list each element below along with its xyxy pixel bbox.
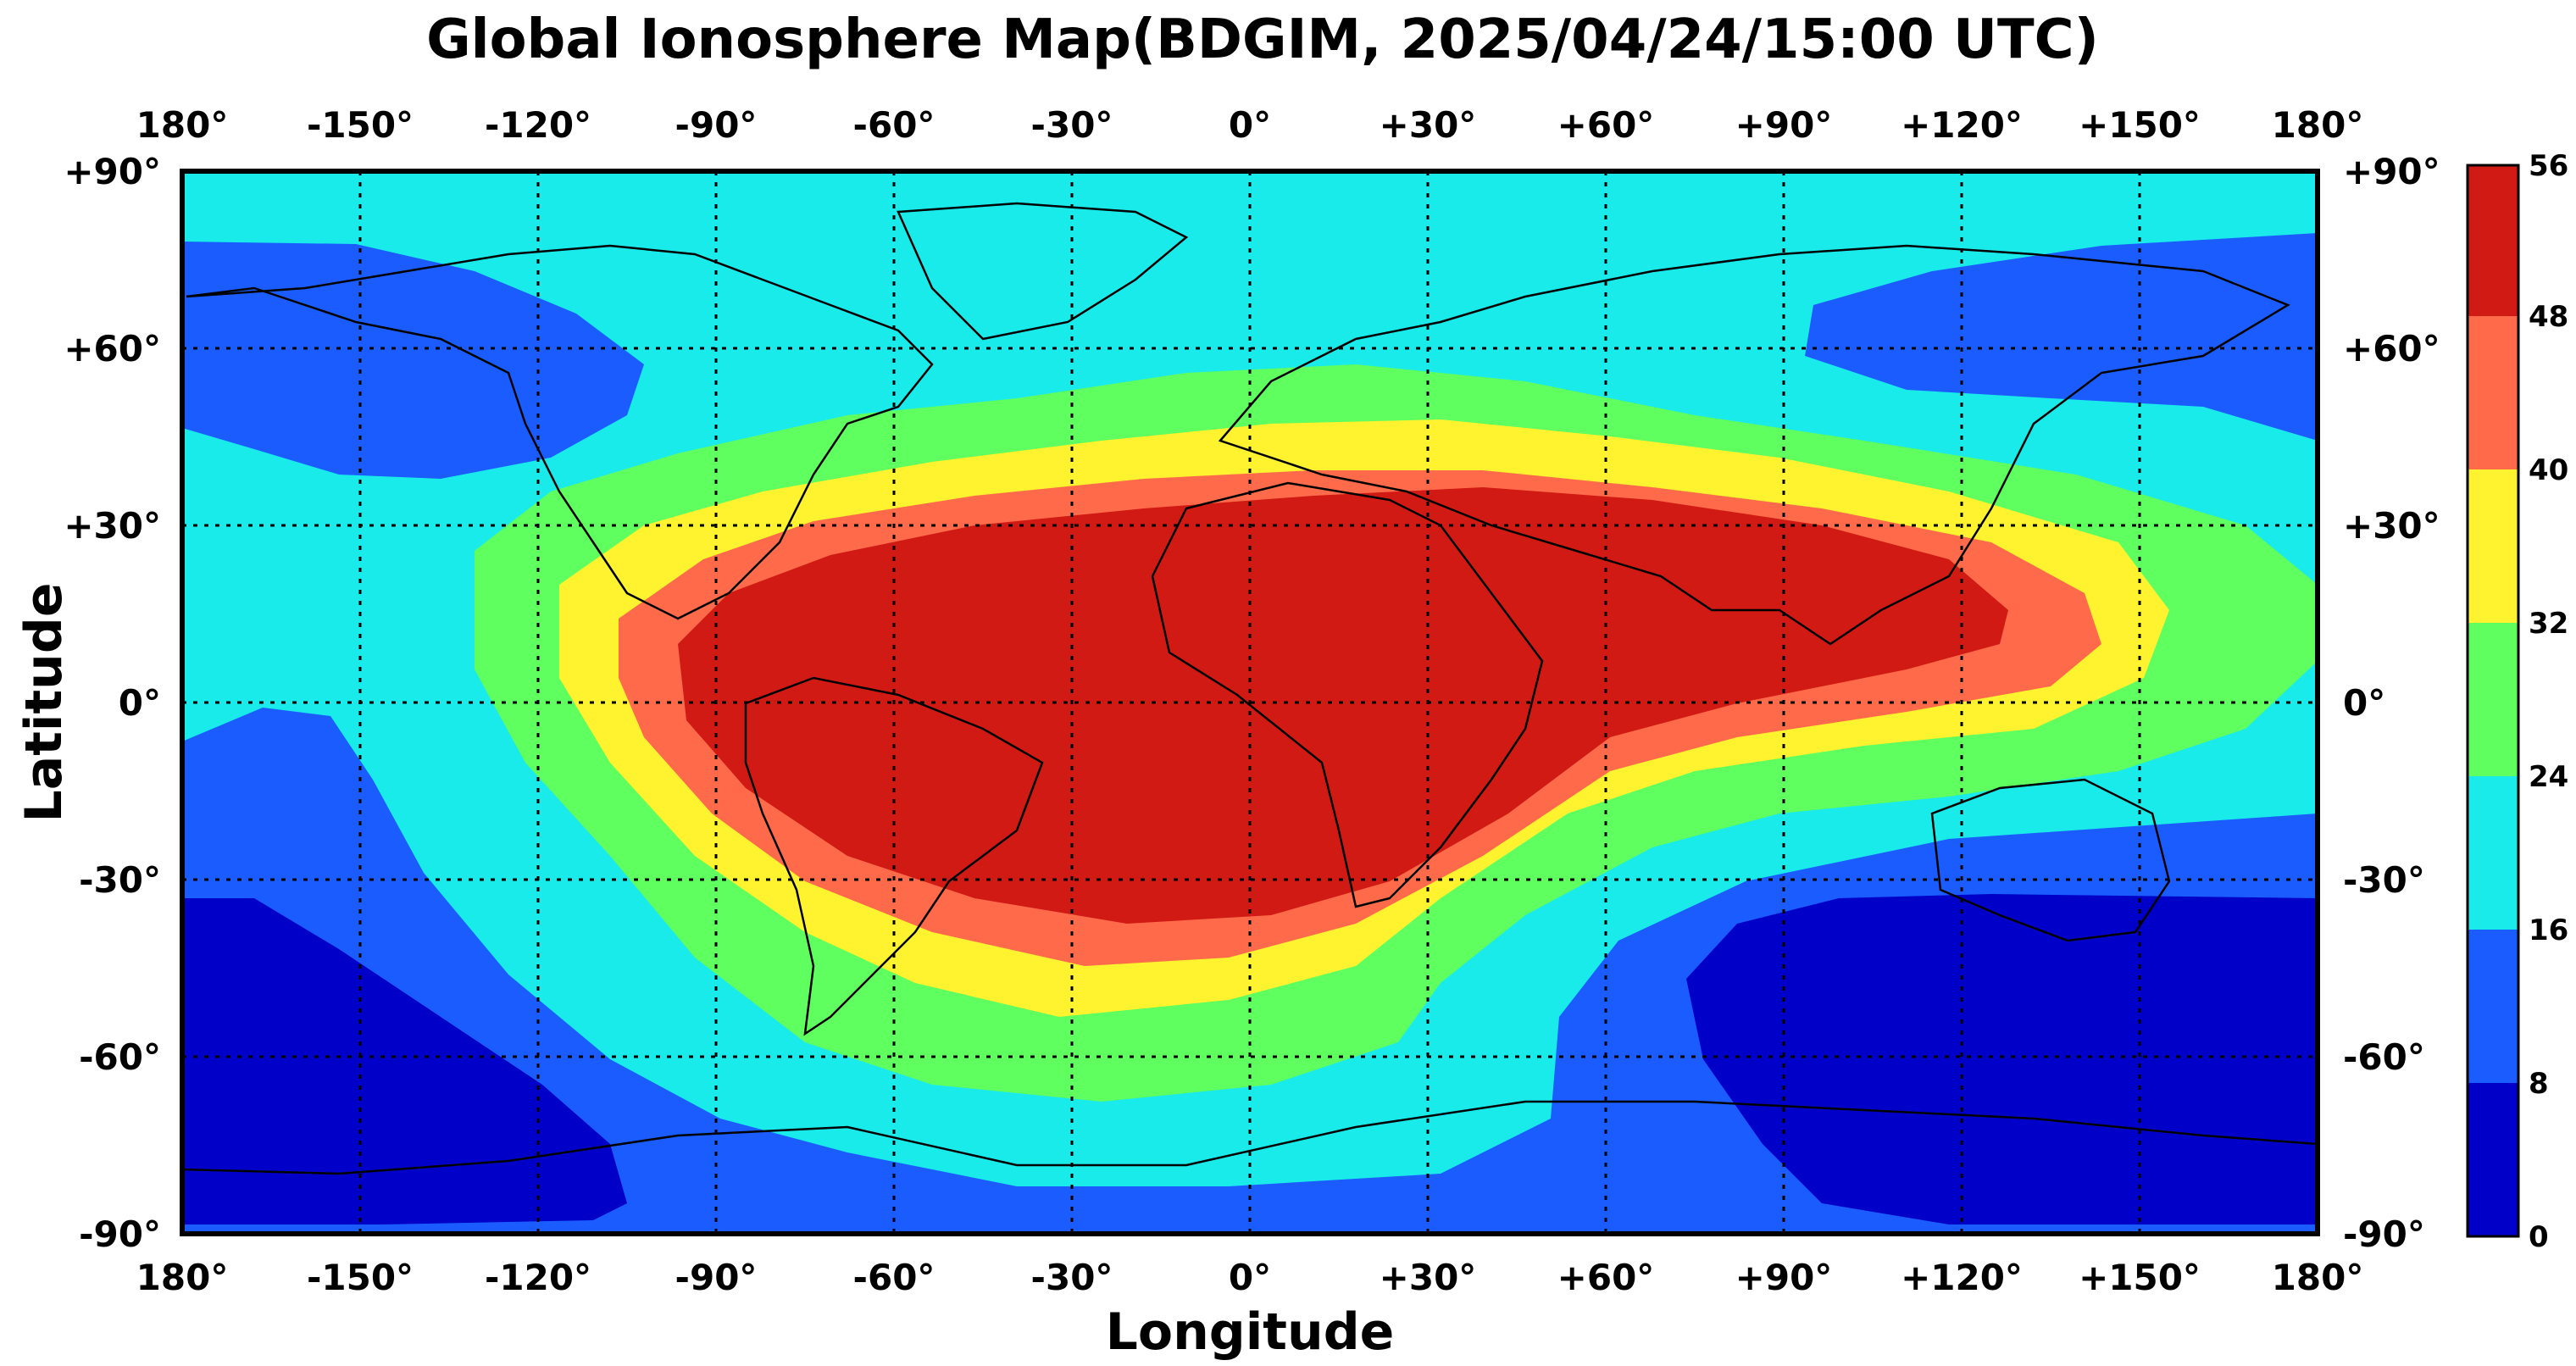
level-8-region-northeast <box>1805 233 2318 441</box>
y-axis-label: Latitude <box>14 582 74 822</box>
x-axis-label: Longitude <box>1106 1302 1395 1362</box>
lon-tick-label: -150° <box>307 1257 414 1298</box>
coastline-greenland <box>897 202 1189 341</box>
lat-tick-label: -90° <box>2343 1213 2425 1255</box>
lon-tick-label: +120° <box>1901 104 2023 146</box>
lon-tick-label: +90° <box>1735 1257 1833 1298</box>
colorbar-segment <box>2468 930 2518 1083</box>
colorbar-segment <box>2468 316 2518 469</box>
coastline-australia <box>1930 778 2171 942</box>
lon-ticks-top: 180° -150° -120° -90° -60° -30° 0° +30° … <box>136 104 2364 146</box>
lon-tick-label: 180° <box>136 1257 229 1298</box>
colorbar-tick-label: 16 <box>2529 913 2568 947</box>
colorbar-frame <box>2466 164 2520 1238</box>
colorbar-tick-label: 40 <box>2529 453 2568 487</box>
lon-tick-label: +150° <box>2079 1257 2201 1298</box>
colorbar: 0 8 16 24 32 40 48 56 <box>2466 149 2568 1254</box>
coastline-south-america <box>744 676 1044 1036</box>
lon-tick-label: 180° <box>2272 104 2364 146</box>
lon-tick-label: +150° <box>2079 104 2201 146</box>
lon-tick-label: +30° <box>1380 1257 1477 1298</box>
lat-tick-label: +60° <box>64 328 161 369</box>
level-0-region-southeast <box>1686 894 2318 1224</box>
coastline-north-america <box>186 244 934 620</box>
colorbar-segment <box>2468 623 2518 776</box>
lat-ticks-right: +90° +60° +30° 0° -30° -60° -90° <box>2343 151 2440 1255</box>
graticule <box>182 171 2318 1234</box>
lat-tick-label: 0° <box>2343 682 2385 724</box>
colorbar-segment <box>2468 469 2518 623</box>
lon-tick-label: -90° <box>675 104 758 146</box>
lon-tick-label: 180° <box>2272 1257 2364 1298</box>
level-0-region-southwest <box>182 898 627 1224</box>
lon-tick-label: +60° <box>1557 104 1655 146</box>
colorbar-tick-label: 56 <box>2529 149 2568 183</box>
colorbar-segment <box>2468 165 2518 316</box>
lon-tick-label: 0° <box>1229 104 1271 146</box>
lat-tick-label: +30° <box>2343 505 2440 547</box>
colorbar-segment <box>2468 776 2518 930</box>
colorbar-tick-label: 32 <box>2529 607 2568 641</box>
lon-tick-label: +60° <box>1557 1257 1655 1298</box>
lat-ticks-left: +90° +60° +30° 0° -30° -60° -90° <box>64 151 161 1255</box>
lon-tick-label: 180° <box>136 104 229 146</box>
colorbar-tick-label: 24 <box>2529 760 2568 794</box>
lat-tick-label: +90° <box>64 151 161 192</box>
lon-tick-label: +30° <box>1380 104 1477 146</box>
lat-tick-label: +60° <box>2343 328 2440 369</box>
coastline-europe-asia <box>1218 244 2290 646</box>
lat-tick-label: -60° <box>2343 1036 2425 1078</box>
lon-tick-label: -120° <box>485 1257 591 1298</box>
lon-ticks-bottom: 180° -150° -120° -90° -60° -30° 0° +30° … <box>136 1257 2364 1298</box>
lon-tick-label: +90° <box>1735 104 1833 146</box>
colorbar-tick-label: 48 <box>2529 300 2568 334</box>
colorbar-segment <box>2468 1083 2518 1236</box>
lat-tick-label: +30° <box>64 505 161 547</box>
lon-tick-label: -60° <box>853 1257 935 1298</box>
lon-tick-label: -30° <box>1031 1257 1113 1298</box>
lat-tick-label: 0° <box>119 682 161 724</box>
lat-tick-label: -30° <box>79 859 161 901</box>
lat-tick-label: -60° <box>79 1036 161 1078</box>
lon-tick-label: +120° <box>1901 1257 2023 1298</box>
lon-tick-label: -30° <box>1031 104 1113 146</box>
level-8-region-northwest <box>182 242 644 479</box>
lon-tick-label: -120° <box>485 104 591 146</box>
lon-tick-label: 0° <box>1229 1257 1271 1298</box>
colorbar-tick-label: 8 <box>2529 1067 2549 1101</box>
colorbar-tick-label: 0 <box>2529 1220 2549 1254</box>
coastline-africa <box>1151 481 1544 908</box>
map-title: Global Ionosphere Map(BDGIM, 2025/04/24/… <box>426 8 2099 71</box>
lat-tick-label: +90° <box>2343 151 2440 192</box>
lon-tick-label: -90° <box>675 1257 758 1298</box>
coastline-antarctica <box>182 1100 2318 1175</box>
coastlines <box>182 202 2318 1175</box>
lon-tick-label: -150° <box>307 104 414 146</box>
lat-tick-label: -90° <box>79 1213 161 1255</box>
lat-tick-label: -30° <box>2343 859 2425 901</box>
level-48-region <box>678 487 2008 924</box>
map-frame <box>180 169 2320 1236</box>
lon-tick-label: -60° <box>853 104 935 146</box>
